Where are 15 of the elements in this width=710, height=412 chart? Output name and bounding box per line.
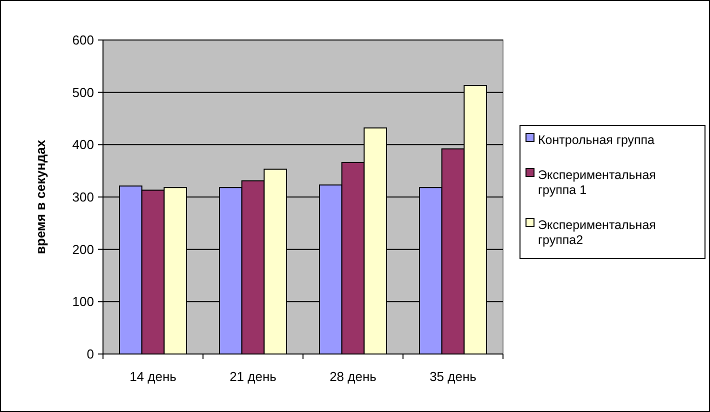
legend-label: Экспериментальная группа 1 [538,168,656,197]
x-tick-label: 14 день [130,369,177,384]
legend-label: Экспериментальная группа2 [538,218,656,247]
legend-label: Контрольная группа [538,132,655,147]
y-tick-label: 300 [72,190,94,205]
y-tick-label: 0 [86,346,94,362]
y-tick-label: 500 [72,84,94,100]
x-tick-label: 35 день [430,369,477,384]
y-tick-label: 600 [72,32,94,48]
y-tick-label: 200 [72,242,94,257]
x-tick-label: 28 день [330,369,377,384]
x-tick-label: 21 день [230,369,277,384]
y-tick-label: 400 [72,137,94,152]
y-axis-title: время в секундах [33,139,48,254]
y-tick-label: 100 [72,294,94,310]
